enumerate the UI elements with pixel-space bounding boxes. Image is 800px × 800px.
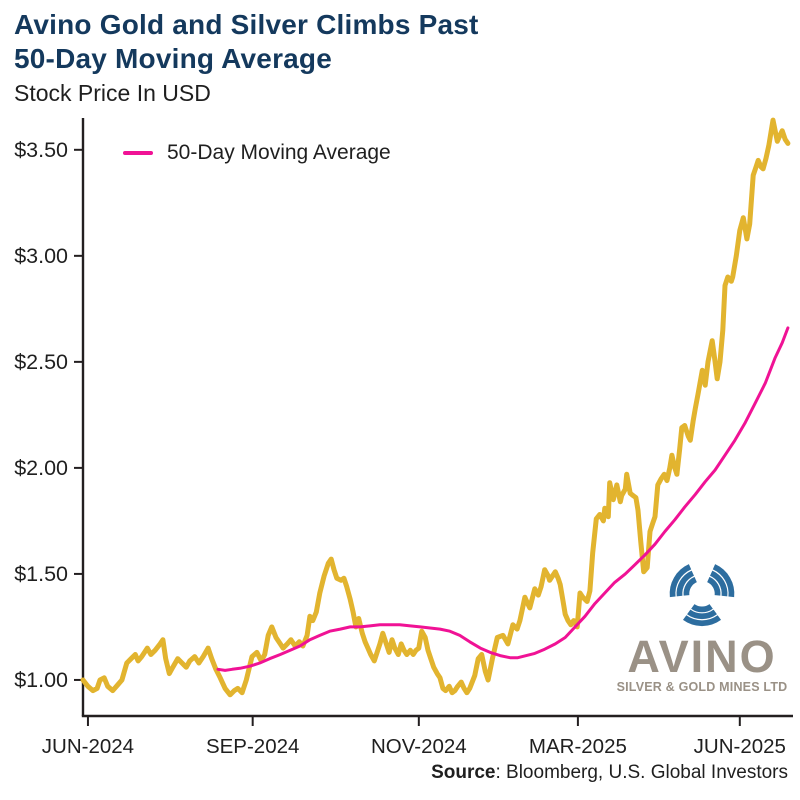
y-tick-label: $2.50 (14, 350, 68, 374)
x-tick-label: NOV-2024 (371, 735, 467, 758)
x-tick-label: SEP-2024 (206, 735, 299, 758)
y-tick-label: $1.50 (14, 562, 68, 586)
x-tick-label: JUN-2025 (694, 735, 786, 758)
avino-logo-subtext: SILVER & GOLD MINES LTD (616, 680, 788, 694)
x-tick-label: MAR-2025 (529, 735, 627, 758)
legend-label: 50-Day Moving Average (167, 141, 391, 164)
price-line (80, 117, 791, 698)
title-line-1: Avino Gold and Silver Climbs Past (14, 9, 479, 40)
source-text: : Bloomberg, U.S. Global Investors (495, 762, 788, 783)
y-tick-label: $2.00 (14, 456, 68, 480)
y-tick-label: $1.00 (14, 668, 68, 692)
source-attribution: Source: Bloomberg, U.S. Global Investors (431, 762, 788, 784)
avino-logo-word: AVINO (627, 631, 777, 682)
source-label: Source (431, 762, 496, 783)
chart-subtitle: Stock Price In USD (14, 80, 211, 106)
y-tick-label: $3.00 (14, 244, 68, 268)
x-tick-label: JUN-2024 (42, 735, 134, 758)
ma-line (216, 326, 790, 672)
page-title: Avino Gold and Silver Climbs Past 50-Day… (14, 8, 479, 76)
title-line-2: 50-Day Moving Average (14, 43, 333, 74)
avino-logo: AVINO SILVER & GOLD MINES LTD (616, 553, 788, 694)
legend: 50-Day Moving Average (123, 141, 391, 165)
y-tick-label: $3.50 (14, 138, 68, 162)
avino-emblem-icon (669, 564, 735, 626)
moving-average-line-swatch (123, 151, 153, 155)
